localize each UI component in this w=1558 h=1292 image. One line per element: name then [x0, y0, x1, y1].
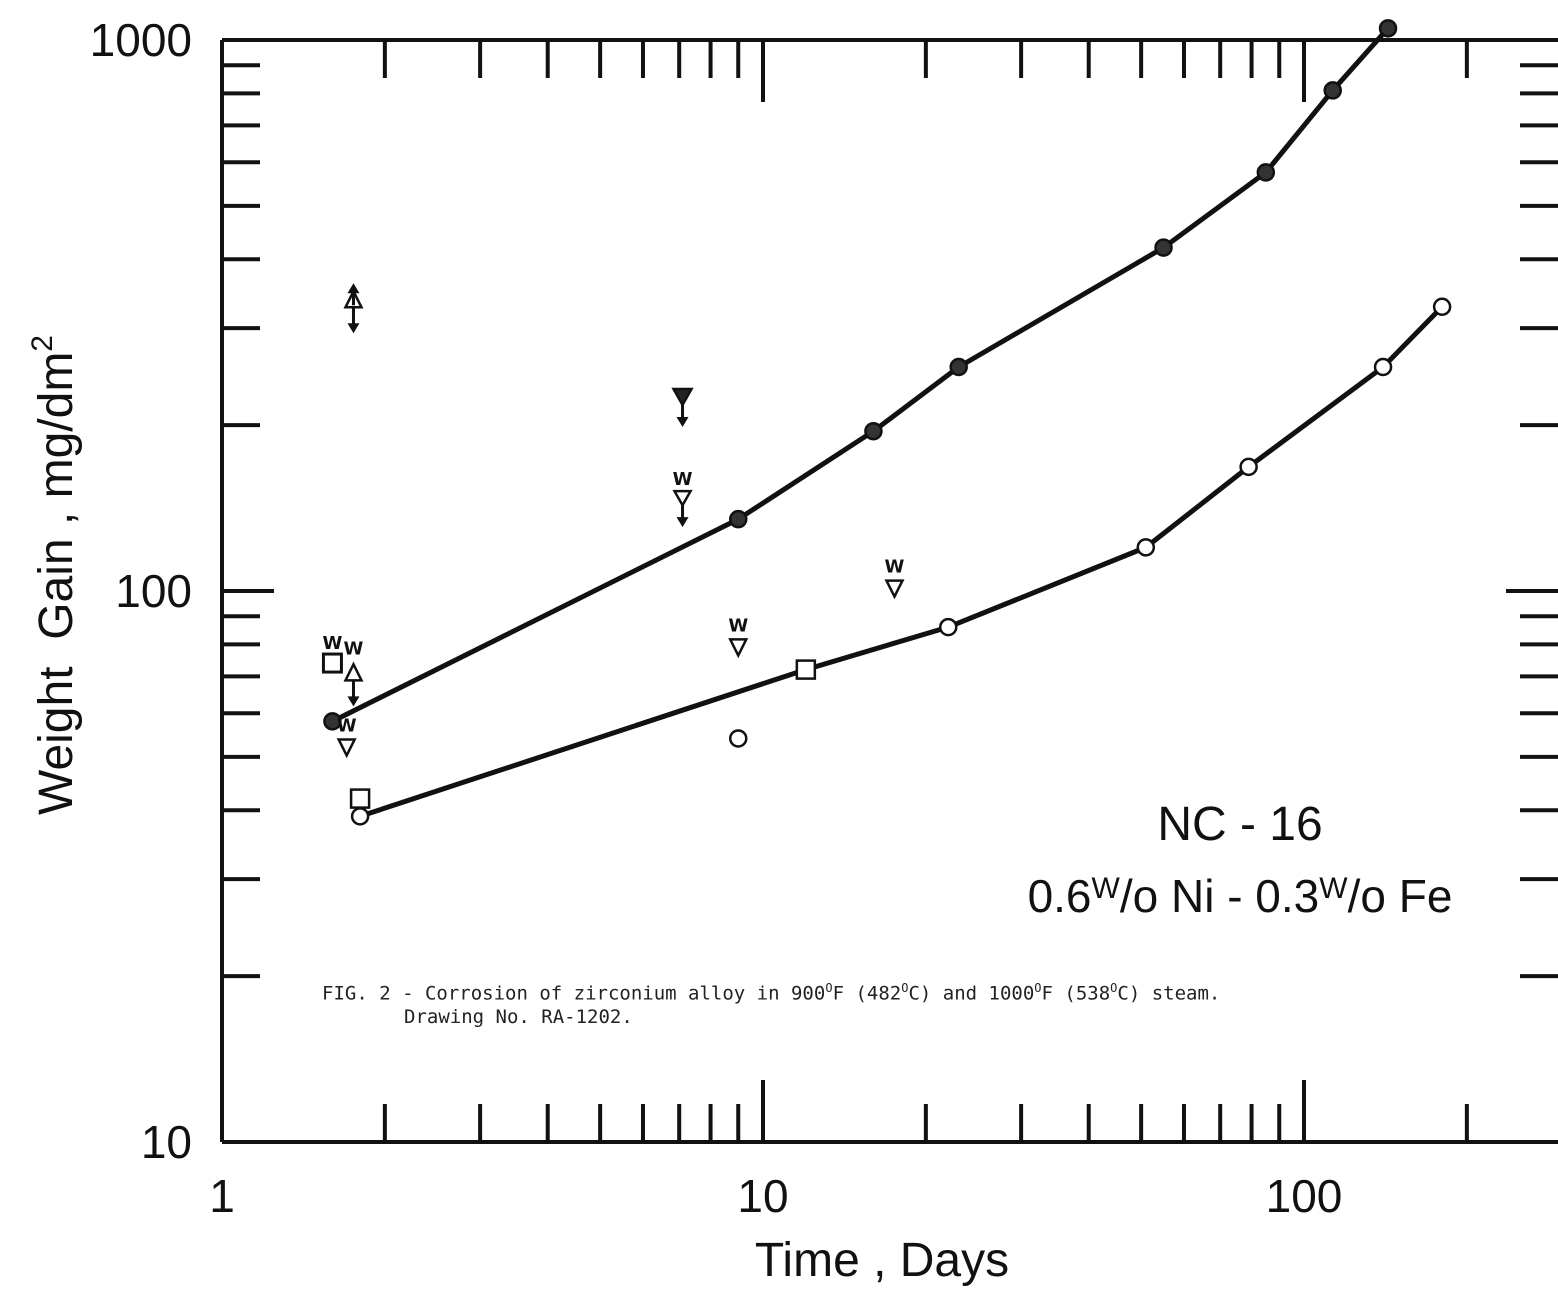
triangle-marker [671, 387, 694, 408]
y-tick-label: 100 [115, 565, 192, 617]
w-label: W [344, 638, 364, 659]
arrow-head [676, 517, 689, 528]
arrow-head [347, 283, 360, 294]
circle-marker [728, 509, 748, 529]
marker-circle [323, 712, 342, 731]
circle-marker [350, 807, 370, 826]
marker-square [349, 788, 371, 809]
marker-circle [350, 807, 370, 826]
square-marker [349, 788, 371, 809]
caption-text-5: C) steam. [1117, 982, 1221, 1005]
marker-triangle-down-w-arrow-down: W [672, 469, 693, 528]
circle-marker [939, 617, 958, 637]
figure-caption: FIG. 2 - Corrosion of zirconium alloy in… [322, 981, 1220, 1004]
caption-degree-1: O [825, 981, 833, 995]
y-axis-label: Weight Gain , mg/dm [30, 352, 83, 815]
marker-square-w: W [321, 633, 343, 674]
series-line [329, 25, 1391, 724]
marker-circle [1378, 19, 1398, 38]
circle-marker [949, 357, 968, 377]
caption-text-3: C) and 1000 [908, 982, 1035, 1005]
caption-degree-3: O [1034, 981, 1042, 995]
w-label: W [337, 715, 357, 736]
y-tick-label: 10 [141, 1116, 192, 1168]
circle-marker [1256, 163, 1276, 182]
y-axis-label-group: Weight Gain , mg/dm2 [26, 335, 83, 815]
w-label: W [728, 615, 748, 636]
alloy-composition: 0.6W/o Ni - 0.3W/o Fe [1028, 870, 1453, 922]
circle-marker [323, 712, 342, 731]
x-tick-label: 1 [209, 1170, 235, 1222]
caption-text-1: FIG. 2 - Corrosion of zirconium alloy in… [322, 982, 826, 1005]
marker-circle [939, 617, 958, 637]
circle-marker [1154, 238, 1173, 257]
w-label: W [673, 469, 693, 490]
circle-marker [1432, 297, 1452, 317]
caption-text-2: F (482 [832, 982, 902, 1005]
marker-square [795, 659, 817, 680]
marker-circle [1256, 163, 1276, 182]
w-label: W [322, 633, 342, 654]
circle-marker [864, 421, 883, 441]
marker-circle [728, 509, 748, 529]
marker-circle [728, 729, 748, 748]
alloy-designation: NC - 16 [1157, 798, 1322, 851]
circle-marker [1373, 357, 1393, 377]
caption-degree-2: O [901, 981, 909, 995]
composition-w-2: W [1319, 872, 1348, 905]
arrow-head [347, 696, 360, 707]
composition-ni-unit: /o Ni - 0.3 [1120, 870, 1319, 922]
svg-text:Weight Gain , mg/dm2: Weight Gain , mg/dm2 [26, 335, 83, 815]
series-lines [329, 25, 1445, 819]
w-label: W [885, 557, 905, 578]
circle-marker [1323, 81, 1342, 100]
arrow-head [676, 416, 689, 427]
x-axis-label: Time , Days [755, 1234, 1009, 1287]
triangle-marker [672, 489, 693, 508]
marker-circle [1136, 538, 1156, 557]
composition-fe-unit: /o Fe [1348, 870, 1453, 922]
square-marker [321, 652, 343, 674]
x-tick-label: 100 [1266, 1170, 1343, 1222]
circle-marker [1239, 457, 1258, 477]
drawing-number: Drawing No. RA-1202. [404, 1006, 633, 1028]
x-tick-labels: 1 10 100 [209, 1170, 1342, 1222]
circle-marker [1136, 538, 1156, 557]
marker-triangle-up-double-arrow [343, 283, 364, 334]
marker-triangle-down-w: W [336, 715, 357, 759]
circle-marker [1378, 19, 1398, 38]
composition-w-1: W [1092, 872, 1121, 905]
marker-circle [1373, 357, 1393, 377]
marker-circle [949, 357, 968, 377]
marker-circle [1432, 297, 1452, 317]
chart-axes [220, 38, 1558, 1144]
marker-triangle-down-w: W [884, 557, 905, 600]
y-tick-labels: 10 100 1000 [90, 14, 192, 1168]
y-tick-label: 1000 [90, 14, 192, 66]
y-axis-label-superscript: 2 [26, 335, 59, 352]
circle-marker [728, 729, 748, 748]
marker-triangle-up-arrow-down: W [343, 638, 364, 707]
triangle-marker [336, 738, 357, 759]
triangle-marker [884, 579, 905, 600]
marker-circle [1239, 457, 1258, 477]
marker-triangle-down-w: W [728, 615, 749, 659]
marker-circle [864, 421, 883, 441]
square-marker [795, 659, 817, 680]
marker-circle [1154, 238, 1173, 257]
triangle-marker [728, 638, 749, 659]
marker-triangle-down-arrow-down [671, 387, 694, 427]
triangle-marker [343, 661, 364, 682]
marker-circle [1323, 81, 1342, 100]
caption-text-4: F (538 [1041, 982, 1111, 1005]
x-tick-label: 10 [737, 1170, 788, 1222]
composition-ni-value: 0.6 [1028, 870, 1092, 922]
arrow-head [347, 323, 360, 334]
caption-degree-4: O [1110, 981, 1118, 995]
